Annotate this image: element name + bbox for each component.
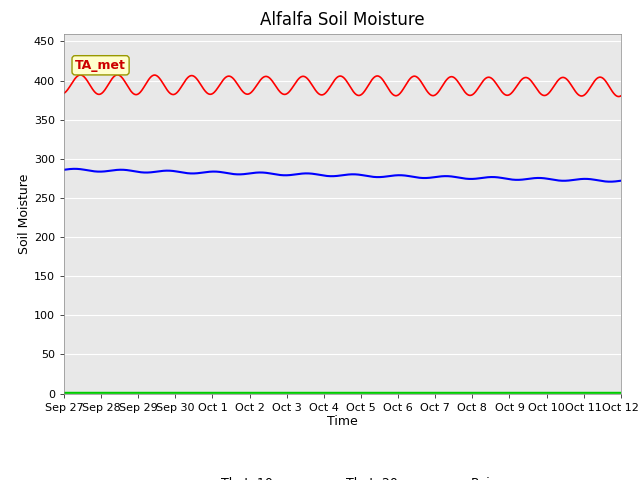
Text: TA_met: TA_met [75, 59, 126, 72]
Title: Alfalfa Soil Moisture: Alfalfa Soil Moisture [260, 11, 425, 29]
X-axis label: Time: Time [327, 415, 358, 429]
Y-axis label: Soil Moisture: Soil Moisture [18, 173, 31, 254]
Legend: Theta10cm, Theta20cm, Rain: Theta10cm, Theta20cm, Rain [181, 472, 504, 480]
